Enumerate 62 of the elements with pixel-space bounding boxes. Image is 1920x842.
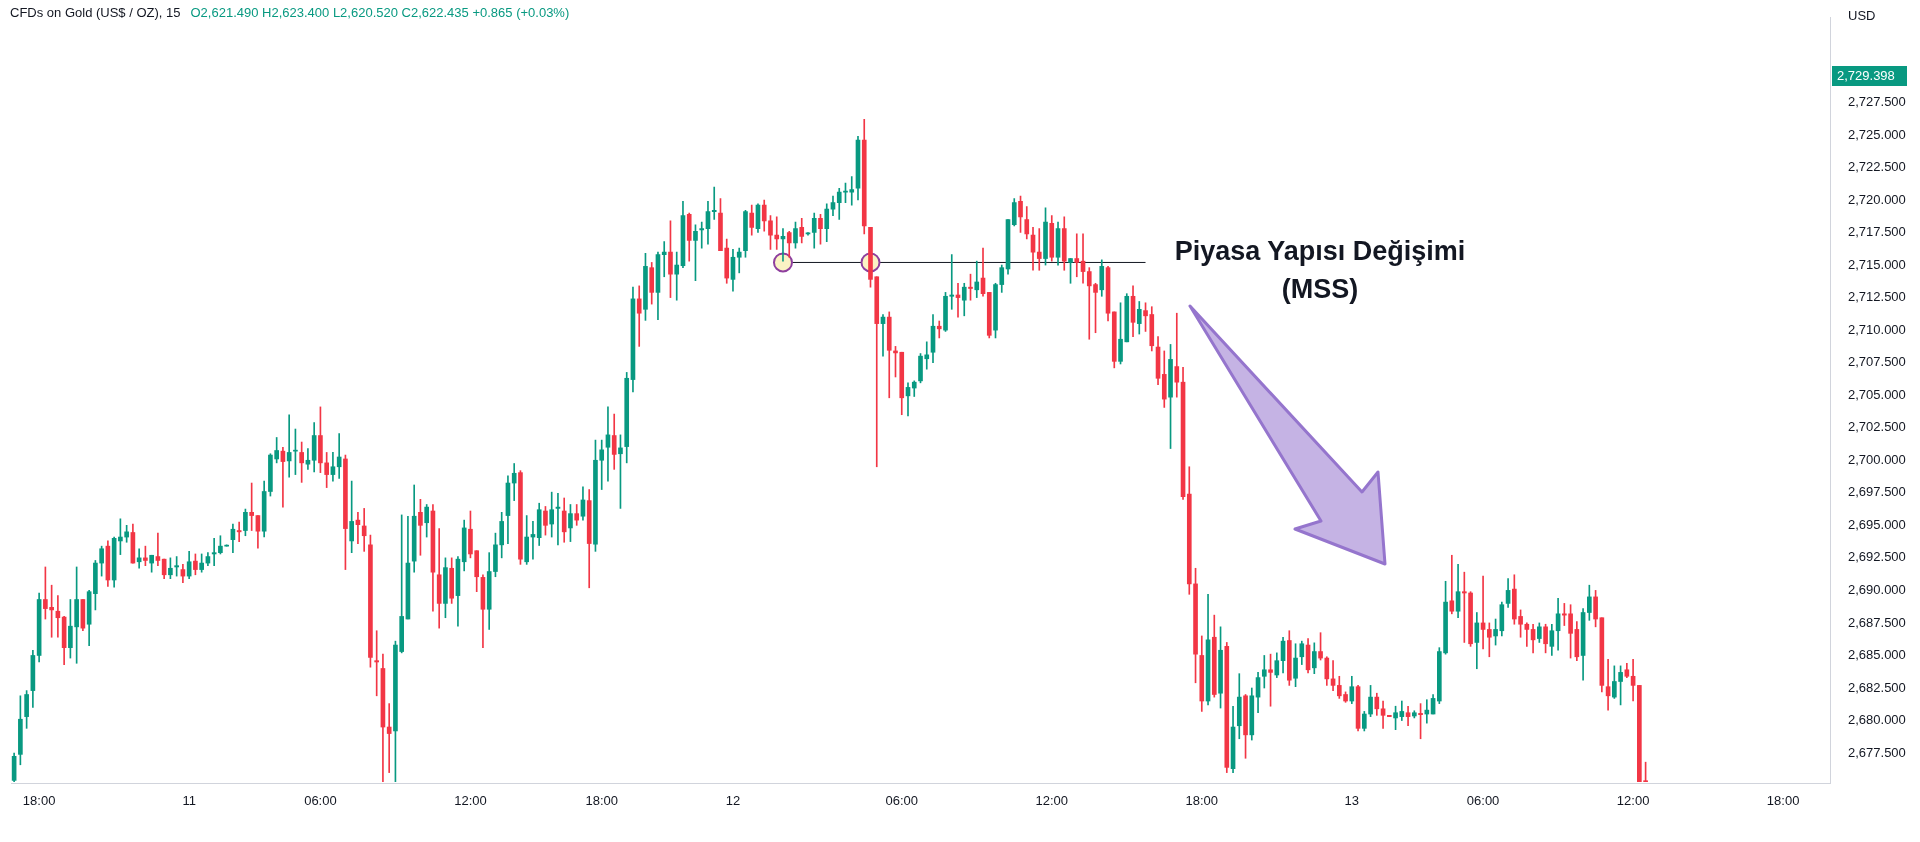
y-tick-label: 2,720.000 <box>1848 191 1906 207</box>
y-axis-title: USD <box>1848 8 1876 23</box>
candlestick <box>361 508 367 552</box>
x-tick-label: 12 <box>725 793 741 809</box>
x-tick-label: 18:00 <box>1185 793 1219 809</box>
y-tick-label: 2,695.000 <box>1848 516 1906 532</box>
candlestick <box>674 251 680 301</box>
chart-subtitle: O2,621.490 H2,623.400 L2,620.520 C2,622.435 +0.865 (+0.03%) <box>190 5 570 20</box>
candlestick <box>374 630 380 697</box>
x-tick-label: 18:00 <box>22 793 56 809</box>
x-tick-label: 12:00 <box>454 793 487 809</box>
text: 2,729.398 <box>1832 66 1907 86</box>
y-tick-label: 2,702.500 <box>1848 419 1906 435</box>
x-tick-label: 18:00 <box>1766 793 1800 809</box>
x-tick-label: 06:00 <box>304 793 337 809</box>
y-tick-label: 2,727.500 <box>1848 93 1906 109</box>
x-tick-label: 06:00 <box>885 793 919 809</box>
candlestick <box>636 285 642 347</box>
y-tick-label: 2,697.500 <box>1848 484 1906 500</box>
candlestick <box>1424 699 1430 724</box>
candlestick <box>336 433 342 479</box>
y-tick-label: 2,712.500 <box>1848 289 1906 305</box>
y-tick-label: 2,710.000 <box>1848 321 1906 337</box>
candlestick <box>974 260 980 298</box>
chart-title: CFDs on Gold (US$ / OZ), 15 <box>10 5 181 20</box>
candlestick <box>711 186 717 220</box>
y-tick-label: 2,715.000 <box>1848 256 1906 272</box>
candlestick <box>774 216 780 250</box>
candlestick <box>736 247 742 274</box>
candlestick <box>661 241 667 278</box>
x-tick-label: 12:00 <box>1035 793 1069 809</box>
x-tick-label: 12:00 <box>1616 793 1650 809</box>
y-tick-label: 2,707.500 <box>1848 354 1906 370</box>
candlestick <box>1174 312 1180 398</box>
y-tick-label: 2,682.500 <box>1848 679 1906 695</box>
y-tick-label: 2,705.000 <box>1848 386 1906 402</box>
y-tick-label: 2,680.000 <box>1848 712 1906 728</box>
candlestick <box>155 532 161 566</box>
x-tick-label: 13 <box>1344 793 1360 809</box>
x-tick-label: 18:00 <box>585 793 618 809</box>
x-tick-label: 06:00 <box>1466 793 1500 809</box>
y-tick-label: 2,692.500 <box>1848 549 1906 565</box>
y-tick-label: 2,690.000 <box>1848 581 1906 597</box>
candlestick <box>1405 705 1411 727</box>
candlestick <box>699 221 705 249</box>
annotation: Piyasa Yapısı Değişimi <box>1173 235 1467 268</box>
y-tick-label: 2,677.500 <box>1848 744 1906 760</box>
annotation: (MSS) <box>1280 273 1360 306</box>
y-tick-label: 2,685.000 <box>1848 647 1906 663</box>
x-tick-label: 11 <box>182 793 196 809</box>
candlestick <box>386 703 392 773</box>
candlestick <box>1261 655 1267 689</box>
y-tick-label: 2,722.500 <box>1848 159 1906 175</box>
candlestick <box>936 320 942 339</box>
candlestick <box>1462 571 1467 643</box>
y-tick-label: 2,717.500 <box>1848 224 1906 240</box>
y-tick-label: 2,700.000 <box>1848 451 1906 467</box>
candlestick <box>1074 233 1080 278</box>
candlestick <box>1036 228 1042 271</box>
y-tick-label: 2,725.000 <box>1848 126 1906 142</box>
y-tick-label: 2,687.500 <box>1848 614 1906 630</box>
candlestick <box>1449 554 1455 615</box>
